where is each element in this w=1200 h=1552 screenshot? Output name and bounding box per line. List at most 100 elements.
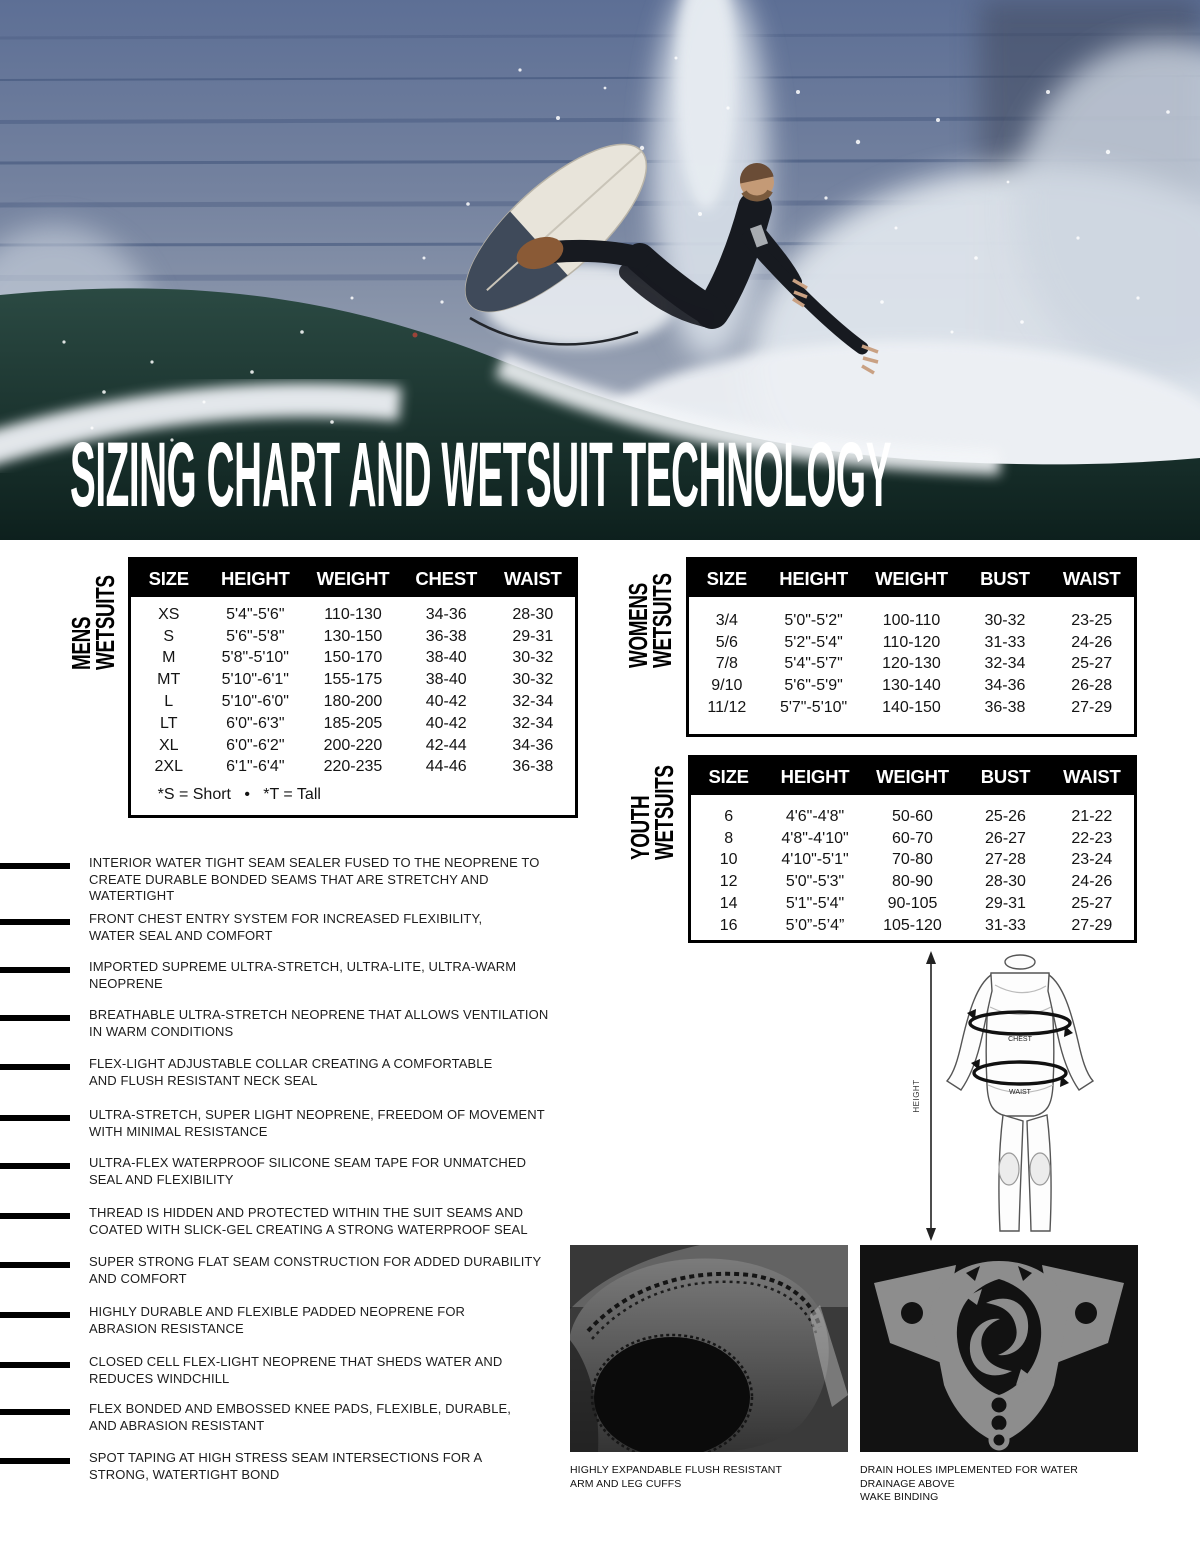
cell: 5'6"-5'8" [226, 627, 285, 645]
feature-item: FRONT CHEST ENTRY SYSTEM FOR INCREASED F… [0, 911, 565, 944]
cell: 4'8"-4'10" [781, 829, 849, 847]
cell: L [164, 693, 174, 711]
feature-bar [0, 1262, 70, 1268]
drain-caption: DRAIN HOLES IMPLEMENTED FOR WATER DRAINA… [860, 1464, 1078, 1503]
header-cell: BUST [980, 567, 1030, 589]
table-row: 9/10 5'6"-5'9" 130-140 34-36 26-28 [689, 675, 1134, 697]
feature-bar [0, 1409, 70, 1415]
feature-bar [0, 1362, 70, 1368]
header-cell: WEIGHT [876, 765, 949, 787]
drain-photo [860, 1245, 1138, 1452]
cell: 14 [719, 895, 738, 913]
table-row: S 5'6"-5'8" 130-150 36-38 29-31 [131, 626, 575, 648]
feature-bar [0, 863, 70, 869]
table-row: 3/4 5'0"-5'2" 100-110 30-32 23-25 [689, 610, 1134, 632]
table-row: XL 6'0"-6'2" 200-220 42-44 34-36 [131, 735, 575, 757]
cuff-opening [594, 1337, 750, 1452]
cell: 23-24 [1071, 851, 1113, 869]
cell: 25-27 [1071, 655, 1113, 673]
cell: 23-25 [1071, 611, 1113, 629]
cell: 90-105 [887, 895, 938, 913]
table-row: 2XL 6'1"-6'4" 220-235 44-46 36-38 [131, 757, 575, 779]
table-row: LT 6'0"-6'3" 185-205 40-42 32-34 [131, 713, 575, 735]
cell: 8 [724, 829, 734, 847]
cell: 27-29 [1071, 699, 1113, 717]
cell: 6'0"-6'2" [226, 736, 285, 754]
wetsuit-measurement-diagram: HEIGHT CHEST WAIST [912, 951, 1095, 1241]
cell: 9/10 [711, 677, 743, 695]
cell: 16 [719, 916, 738, 934]
feature-text: ULTRA-STRETCH, SUPER LIGHT NEOPRENE, FRE… [89, 1107, 545, 1139]
surfer [441, 143, 879, 375]
cell: 105-120 [883, 916, 942, 934]
hero-photo: SIZING CHART AND WETSUIT TECHNOLOGY [0, 0, 1200, 540]
womens-size-table: SIZE HEIGHT WEIGHT BUST WAIST 3/4 5'0"-5'… [686, 557, 1137, 737]
chest-measure-band [967, 1009, 1073, 1037]
cell: 26-27 [985, 829, 1026, 847]
cell: 44-46 [425, 758, 467, 776]
chest-logo [749, 224, 769, 248]
surf-photo [0, 0, 1200, 540]
cell: 150-170 [323, 649, 383, 667]
table-body: XS 5'4"-5'6" 110-130 34-36 28-30 S 5'6"-5'8" 13… [131, 597, 575, 778]
chest-label: CHEST [1008, 1036, 1032, 1043]
youth-wetsuits-label: YOUTH WETSUITS [627, 765, 680, 860]
cell: 130-150 [323, 627, 383, 645]
table-row: 8 4'8"-4'10" 60-70 26-27 22-23 [691, 828, 1134, 850]
feature-text: HIGHLY DURABLE AND FLEXIBLE PADDED NEOPR… [89, 1304, 466, 1336]
cell: 24-26 [1071, 633, 1113, 651]
feature-text: ULTRA-FLEX WATERPROOF SILICONE SEAM TAPE… [89, 1155, 527, 1187]
table-footnote: *S = Short • *T = Tall [157, 786, 321, 804]
cell: 5'7"-5'10" [779, 699, 848, 717]
table-body: 3/4 5'0"-5'2" 100-110 30-32 23-25 5/6 5'2"-5'4… [689, 597, 1134, 719]
feature-bar [0, 1458, 70, 1464]
cell: 4'6"-4'8" [785, 807, 845, 825]
cell: 50-60 [892, 807, 933, 825]
hair [740, 163, 774, 184]
header-cell: WAIST [503, 567, 562, 589]
header-cell: WAIST [1063, 765, 1121, 787]
cell: 32-34 [512, 693, 554, 711]
cell: 5'4"-5'7" [784, 655, 843, 673]
cell: 5'0"-5'3" [785, 873, 845, 891]
feature-text: SPOT TAPING AT HIGH STRESS SEAM INTERSEC… [89, 1450, 483, 1482]
cell: 40-42 [425, 714, 467, 732]
header-cell: HEIGHT [220, 567, 290, 589]
cell: 29-31 [512, 627, 554, 645]
table-row: MT 5'10"-6'1" 155-175 38-40 30-32 [131, 669, 575, 691]
cell: 200-220 [323, 736, 383, 754]
header-cell: SIZE [708, 765, 749, 787]
cell: 40-42 [425, 693, 467, 711]
boot [516, 236, 564, 270]
table-row: XS 5'4"-5'6" 110-130 34-36 28-30 [131, 604, 575, 626]
table-row: 11/12 5'7"-5'10" 140-150 36-38 27-29 [689, 697, 1134, 719]
page-title: SIZING CHART AND WETSUIT TECHNOLOGY [70, 424, 892, 526]
cell: 5'10"-6'1" [221, 671, 289, 689]
header-cell: HEIGHT [780, 765, 850, 787]
spray-droplets [62, 56, 1170, 444]
cell: 11/12 [707, 699, 747, 717]
waist-measure-band [971, 1059, 1069, 1087]
cell: 38-40 [425, 649, 467, 667]
cell: 5’0”-5’4” [785, 916, 845, 934]
cell: 29-31 [985, 895, 1026, 913]
cell: 60-70 [892, 829, 933, 847]
cell: 10 [719, 851, 738, 869]
feature-item: FLEX-LIGHT ADJUSTABLE COLLAR CREATING A … [0, 1056, 565, 1089]
feature-item: ULTRA-FLEX WATERPROOF SILICONE SEAM TAPE… [0, 1155, 565, 1188]
table-row: 16 5’0”-5’4” 105-120 31-33 27-29 [691, 915, 1134, 937]
cell: 120-130 [882, 655, 941, 673]
cell: 140-150 [882, 699, 941, 717]
cell: 27-28 [985, 851, 1026, 869]
cell: 130-140 [882, 677, 941, 695]
cell: 26-28 [1071, 677, 1113, 695]
cell: S [163, 627, 175, 645]
mens-size-table: SIZE HEIGHT WEIGHT CHEST WAIST XS 5'4"-5'… [128, 557, 578, 818]
cell: 36-38 [512, 758, 554, 776]
table-row: 6 4'6"-4'8" 50-60 25-26 21-22 [691, 806, 1134, 828]
cell: 24-26 [1071, 873, 1113, 891]
table-row: 14 5'1"-5'4" 90-105 29-31 25-27 [691, 893, 1134, 915]
height-label: HEIGHT [912, 1079, 921, 1112]
header-cell: HEIGHT [779, 567, 848, 589]
feature-bar [0, 1015, 70, 1021]
